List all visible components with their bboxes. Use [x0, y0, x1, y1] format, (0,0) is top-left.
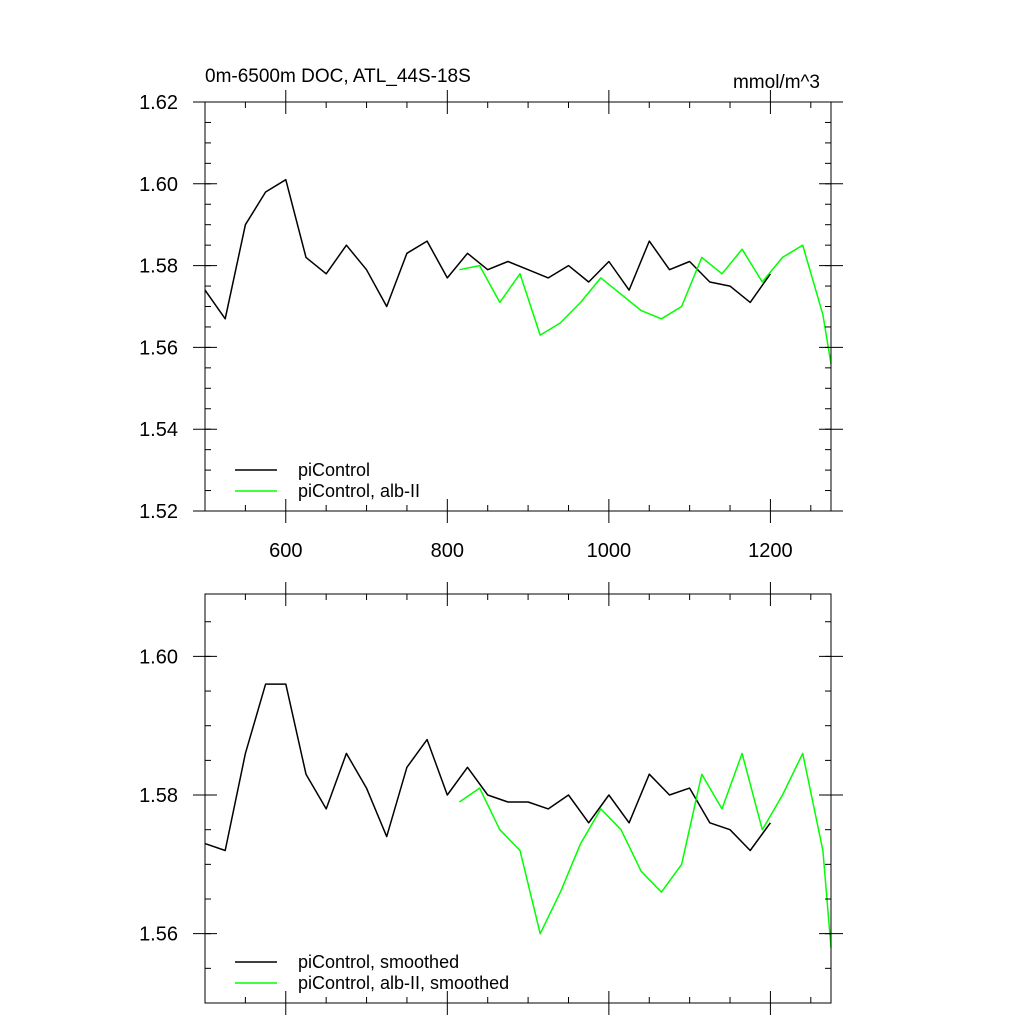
bottom-x-axis [244, 582, 812, 1015]
y-tick-label: 1.58 [139, 785, 178, 807]
bottom-legend: piControl, smoothed piControl, alb-II, s… [235, 952, 509, 993]
y-tick-label: 1.60 [139, 174, 178, 196]
units-label: mmol/m^3 [733, 72, 820, 93]
top-panel: 0m-6500m DOC, ATL_44S-18S mmol/m^3 1.521… [139, 66, 843, 562]
x-tick-label: 1000 [587, 540, 632, 562]
y-tick-label: 1.52 [139, 501, 178, 523]
top-plot-lines [204, 178, 832, 364]
y-tick-label: 1.60 [139, 646, 178, 668]
y-tick-label: 1.54 [139, 419, 178, 441]
top-x-axis: 600 800 1000 1200 [244, 90, 812, 562]
bottom-y-axis: 1.56 1.58 1.60 [139, 621, 843, 1004]
chart-title: 0m-6500m DOC, ATL_44S-18S [205, 66, 471, 87]
legend-label-alb-ii-smoothed: piControl, alb-II, smoothed [298, 973, 509, 993]
series-line-alb-ii [459, 244, 832, 364]
top-plot-frame [204, 101, 832, 512]
series-line-picontrol [204, 178, 772, 320]
y-tick-label: 1.62 [139, 92, 178, 114]
y-tick-label: 1.56 [139, 337, 178, 359]
bottom-panel: 1.56 1.58 1.60 piControl, smoothed piContr… [139, 582, 843, 1015]
x-tick-label: 1200 [748, 540, 793, 562]
series-line-alb-ii [458, 752, 832, 948]
bottom-plot-lines [204, 683, 832, 948]
x-tick-label: 600 [269, 540, 302, 562]
legend-label-picontrol-smoothed: piControl, smoothed [298, 952, 459, 972]
top-y-axis: 1.52 1.54 1.56 1.58 1.60 1.62 [139, 92, 843, 523]
y-tick-label: 1.58 [139, 256, 178, 278]
y-tick-label: 1.56 [139, 924, 178, 946]
top-legend: piControl piControl, alb-II [235, 460, 420, 501]
bottom-plot-frame [204, 593, 832, 1004]
legend-label-picontrol: piControl [298, 460, 370, 480]
x-tick-label: 800 [431, 540, 464, 562]
series-line-picontrol [204, 683, 772, 852]
legend-label-alb-ii: piControl, alb-II [298, 481, 420, 501]
